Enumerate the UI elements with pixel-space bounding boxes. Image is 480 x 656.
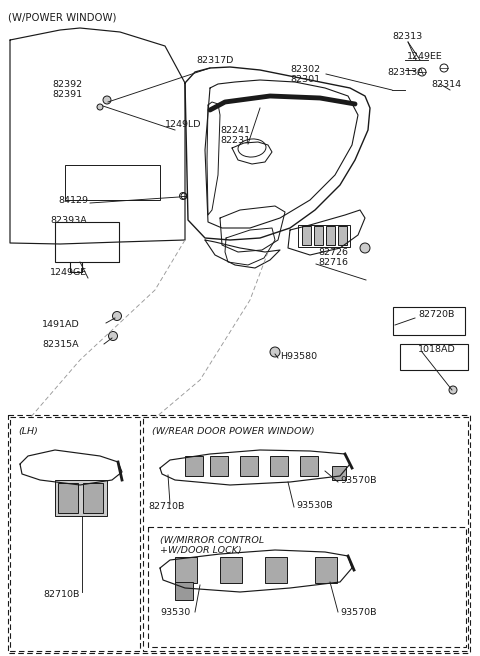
Circle shape xyxy=(449,386,457,394)
Text: 1249GE: 1249GE xyxy=(50,268,87,277)
Text: 93570B: 93570B xyxy=(340,476,376,485)
Bar xyxy=(265,557,287,583)
Text: 82317D: 82317D xyxy=(196,56,233,65)
Bar xyxy=(10,417,140,651)
Bar xyxy=(302,226,311,245)
Text: 82313A: 82313A xyxy=(387,68,424,77)
Circle shape xyxy=(108,331,118,340)
Bar xyxy=(148,527,466,647)
Text: 93570B: 93570B xyxy=(340,608,376,617)
Bar xyxy=(55,480,107,516)
Text: 82710B: 82710B xyxy=(148,502,184,511)
Text: 82302
82301: 82302 82301 xyxy=(290,65,320,85)
Text: (W/REAR DOOR POWER WINDOW): (W/REAR DOOR POWER WINDOW) xyxy=(152,427,314,436)
Bar xyxy=(298,225,350,247)
Circle shape xyxy=(360,243,370,253)
Bar xyxy=(8,415,470,653)
Text: 82315A: 82315A xyxy=(42,340,79,349)
Bar xyxy=(65,165,160,200)
Bar xyxy=(314,226,323,245)
Text: 82710B: 82710B xyxy=(44,590,80,599)
Bar xyxy=(315,557,337,583)
Circle shape xyxy=(112,312,121,321)
Circle shape xyxy=(103,96,111,104)
Bar xyxy=(300,456,318,476)
Bar xyxy=(143,417,468,651)
Text: 93530B: 93530B xyxy=(296,501,333,510)
Bar xyxy=(58,483,78,513)
Bar xyxy=(400,344,468,370)
Text: 1249EE: 1249EE xyxy=(407,52,443,61)
Text: 93530: 93530 xyxy=(160,608,190,617)
Text: 1018AD: 1018AD xyxy=(418,345,456,354)
Bar xyxy=(393,307,465,335)
Bar xyxy=(83,483,103,513)
Bar xyxy=(270,456,288,476)
Text: 82393A: 82393A xyxy=(50,216,87,225)
Bar xyxy=(210,456,228,476)
Text: 82720B: 82720B xyxy=(418,310,455,319)
Text: (LH): (LH) xyxy=(18,427,38,436)
Circle shape xyxy=(97,104,103,110)
Bar xyxy=(175,557,197,583)
Text: 82726
82716: 82726 82716 xyxy=(318,248,348,268)
Text: 1491AD: 1491AD xyxy=(42,320,80,329)
Bar xyxy=(185,456,203,476)
Bar xyxy=(240,456,258,476)
Text: 84129: 84129 xyxy=(58,196,88,205)
Bar xyxy=(175,582,193,600)
Bar xyxy=(338,226,347,245)
Bar xyxy=(55,222,119,262)
Bar xyxy=(326,226,335,245)
Text: (W/MIRROR CONTROL
+W/DOOR LOCK): (W/MIRROR CONTROL +W/DOOR LOCK) xyxy=(160,536,264,556)
Text: 1249LD: 1249LD xyxy=(165,120,202,129)
Text: 82313: 82313 xyxy=(392,32,422,41)
Bar xyxy=(332,466,346,480)
Text: 82241
82231: 82241 82231 xyxy=(220,126,250,146)
Text: (W/POWER WINDOW): (W/POWER WINDOW) xyxy=(8,12,117,22)
Bar xyxy=(220,557,242,583)
Text: 82314: 82314 xyxy=(431,80,461,89)
Text: 82392
82391: 82392 82391 xyxy=(52,80,82,100)
Text: H93580: H93580 xyxy=(280,352,317,361)
Circle shape xyxy=(270,347,280,357)
